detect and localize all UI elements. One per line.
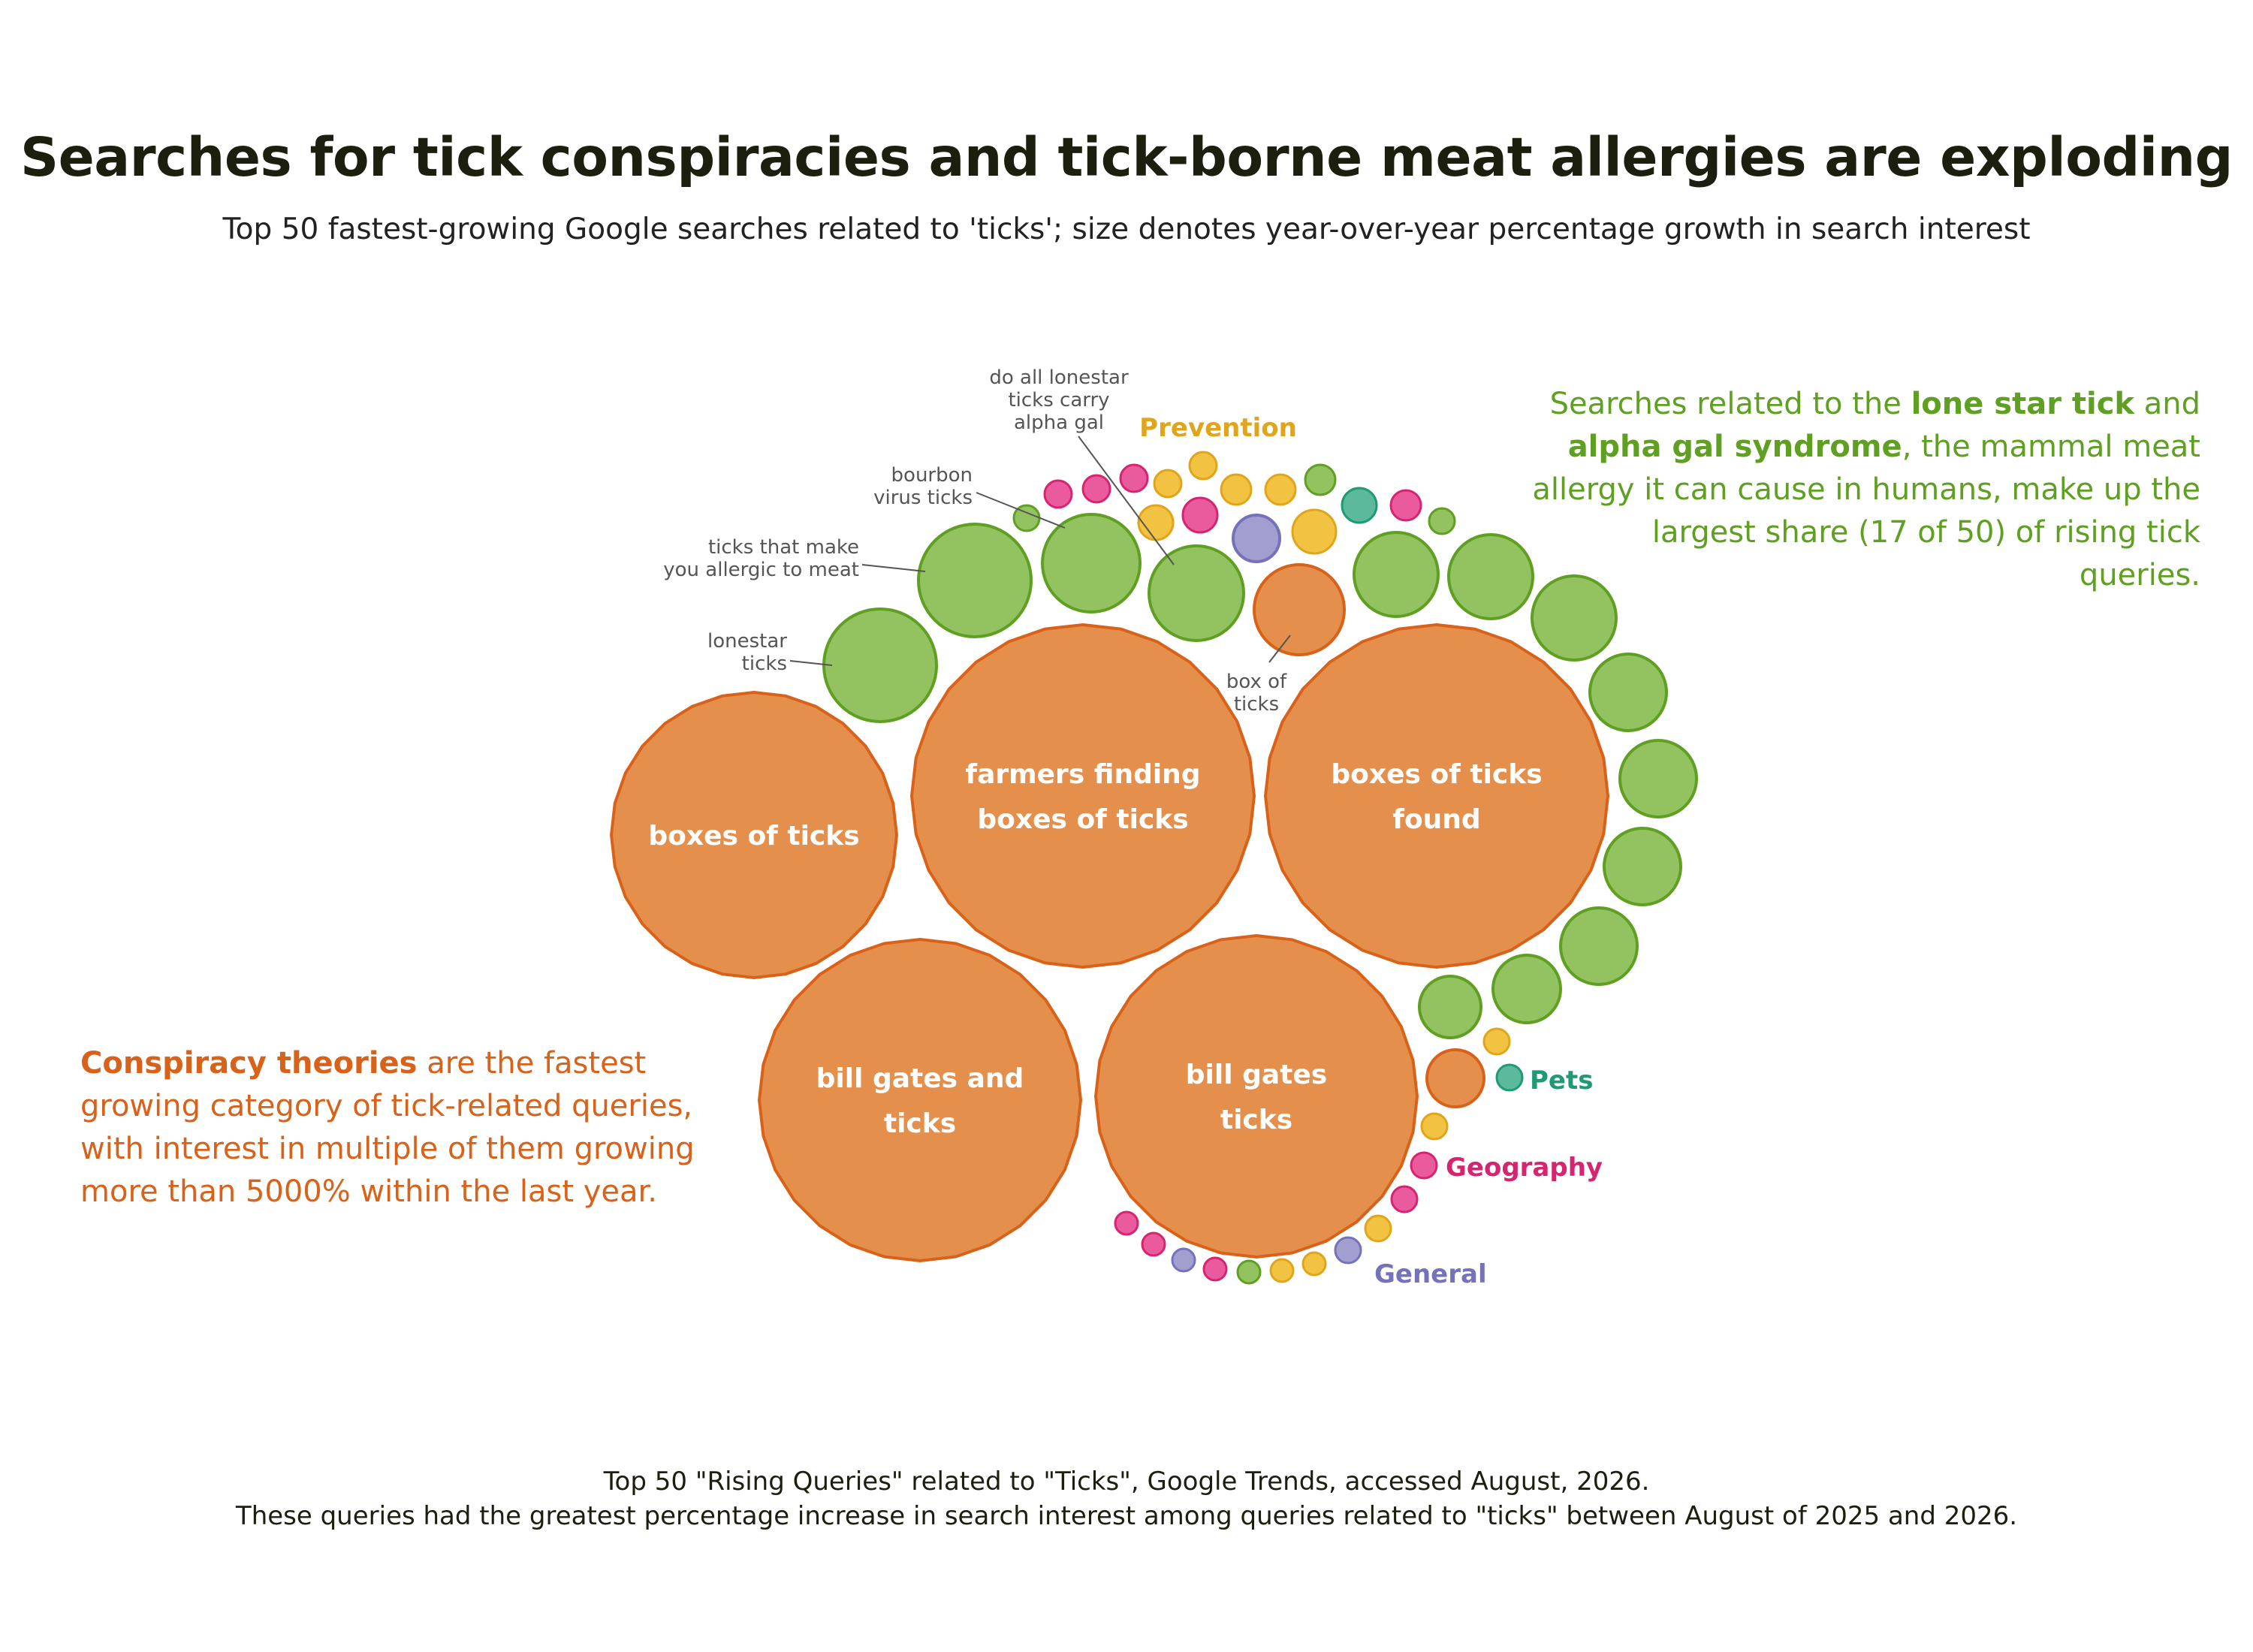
callout-label: ticks (742, 653, 787, 675)
callout-label: you allergic to meat (663, 559, 859, 581)
bubble-boxes-of-ticks-found (1263, 623, 1610, 969)
lone_star-bubble (1041, 513, 1142, 613)
bubble-label: bill gates and (816, 1063, 1024, 1094)
bubble-bill-gates-ticks (1093, 933, 1419, 1259)
bubble-label: ticks (884, 1108, 956, 1139)
lone_star-bubble (1418, 975, 1482, 1039)
prevention-bubble (1301, 1251, 1327, 1277)
lone_star-bubble (1428, 507, 1456, 535)
category-label-pets: Pets (1530, 1066, 1593, 1096)
geography-bubble (1119, 463, 1149, 493)
callout-label: virus ticks (873, 487, 973, 509)
general-bubble (1334, 1236, 1362, 1265)
lone_star-bubble (822, 607, 938, 723)
lone_star-bubble (1603, 827, 1682, 906)
bubble-label: boxes of ticks (977, 804, 1188, 835)
prevention-bubble (1137, 504, 1175, 541)
bubble-boxes-of-ticks (609, 690, 899, 980)
source-line-1: Top 50 "Rising Queries" related to "Tick… (603, 1467, 1650, 1497)
callout-leader-line (861, 564, 926, 572)
prevention-bubble (1264, 473, 1297, 506)
lone_star-bubble (1588, 653, 1668, 732)
geography-bubble (1141, 1231, 1166, 1257)
source-line-2: These queries had the greatest percentag… (235, 1501, 2018, 1531)
chart-subtitle: Top 50 fastest-growing Google searches r… (222, 213, 2031, 246)
lone_star-bubble (1148, 544, 1245, 642)
source-note: Top 50 "Rising Queries" related to "Tick… (0, 1464, 2253, 1533)
lone_star-bubble (1618, 739, 1698, 818)
geography-bubble (1410, 1151, 1438, 1180)
callout-label: bourbon (891, 464, 973, 487)
lone_star-bubble (1531, 574, 1618, 662)
callout-leader-line (789, 660, 833, 666)
callout-label: ticks (1234, 693, 1279, 716)
category-label-prevention: Prevention (1139, 413, 1297, 443)
geography-bubble (1390, 1185, 1419, 1213)
prevention-bubble (1420, 1112, 1449, 1141)
geography-bubble (1181, 496, 1219, 534)
lone_star-bubble (1236, 1259, 1262, 1285)
bubble-label: farmers finding (965, 759, 1200, 790)
prevention-bubble (1364, 1214, 1392, 1243)
callout-label: do all lonestar (989, 366, 1129, 389)
prevention-bubble (1220, 473, 1253, 506)
lone-star-annotation: Searches related to the lone star tick a… (1532, 387, 2200, 592)
callout-leader-line (976, 492, 1066, 529)
chart-title: Searches for tick conspiracies and tick-… (20, 126, 2233, 188)
lone_star-bubble (917, 523, 1033, 638)
pets-bubble (1495, 1063, 1524, 1092)
bubble-farmers-finding-boxes-of-ticks (909, 623, 1256, 969)
conspiracy-bubble (1253, 563, 1346, 656)
prevention-bubble (1188, 451, 1218, 481)
prevention-bubble (1153, 469, 1183, 499)
general-bubble (1171, 1247, 1196, 1273)
prevention-bubble (1269, 1258, 1295, 1283)
pets-bubble (1341, 487, 1378, 524)
callout-label: ticks that make (708, 536, 859, 559)
lone_star-bubble (1304, 463, 1337, 496)
bubble-bill-gates-and-ticks (757, 937, 1083, 1263)
prevention-bubble (1482, 1027, 1511, 1056)
callout-leader-line (1078, 436, 1175, 565)
callout-label: ticks carry (1008, 389, 1109, 411)
category-label-general: General (1374, 1259, 1487, 1289)
bubble-label: boxes of ticks (648, 821, 859, 852)
geography-bubble (1202, 1256, 1228, 1282)
geography-bubble (1114, 1210, 1139, 1236)
general-bubble (1232, 514, 1281, 563)
conspiracy-bubble (1425, 1048, 1485, 1108)
callout-label: lonestar (707, 630, 787, 653)
callout-leader-line (1268, 635, 1291, 663)
bubble-label: ticks (1220, 1105, 1292, 1135)
prevention-bubble (1291, 508, 1338, 555)
geography-bubble (1081, 474, 1111, 504)
geography-bubble (1043, 479, 1073, 509)
conspiracy-annotation: Conspiracy theories are the fastest grow… (80, 1046, 695, 1209)
category-label-geography: Geography (1446, 1153, 1603, 1183)
lone_star-bubble (1447, 533, 1534, 620)
callout-label: box of (1226, 671, 1287, 693)
lone_star-bubble (1491, 954, 1562, 1024)
bubble-label: bill gates (1186, 1060, 1327, 1090)
geography-bubble (1389, 489, 1422, 522)
bubble-label: boxes of ticks (1331, 759, 1542, 790)
bubble-label: found (1392, 804, 1480, 835)
lone_star-bubble (1353, 531, 1440, 618)
callout-label: alpha gal (1014, 411, 1104, 434)
lone_star-bubble (1559, 906, 1639, 986)
